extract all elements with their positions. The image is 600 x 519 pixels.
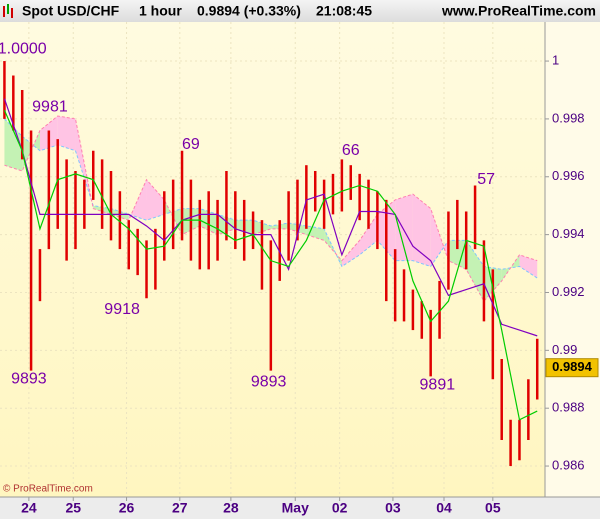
symbol: Spot USD/CHF [22,3,120,19]
header-icon [3,4,13,18]
y-tick-label: 0.99 [552,342,577,357]
cloud-segment [519,254,538,279]
cloud-segment [466,240,484,302]
last-price-box [545,358,599,378]
cloud-segment [341,240,360,267]
x-tick-label: 25 [65,500,81,516]
cloud-segment [128,179,147,221]
annotation: 9918 [104,301,140,318]
header-bar [0,0,600,22]
cloud-segment [164,199,183,235]
cloud-segment [4,118,23,171]
cloud-segment [430,208,449,267]
annotation: 57 [477,171,495,188]
y-tick-label: 0.988 [552,400,585,415]
annotation: 9893 [251,373,287,390]
y-tick-label: 1 [552,52,559,67]
annotation: 9891 [420,376,456,393]
y-tick-label: 0.998 [552,110,585,125]
annotation: 69 [182,136,200,153]
x-tick-label: May [282,500,309,516]
annotation: 9981 [32,99,68,116]
annotation: 9893 [11,370,47,387]
y-tick-label: 0.996 [552,168,585,183]
cloud-span-b [4,115,538,303]
x-tick-label: 02 [332,500,348,516]
x-axis-panel [0,497,600,519]
y-tick-label: 0.994 [552,226,585,241]
cloud-segment [448,240,467,270]
interval: 1 hour [139,3,182,19]
annotation: 1.0000 [0,41,47,58]
indicator-line [3,98,538,337]
indicator-line [3,109,538,421]
x-tick-label: 24 [21,500,37,516]
cloud-segment [57,116,76,151]
y-tick-label: 0.992 [552,284,585,299]
x-tick-label: 28 [223,500,239,516]
cloud-segment [359,214,378,255]
x-tick-label: 26 [119,500,135,516]
axes: 1 0.998 0.996 0.994 0.992 0.99 0.988 0.986 24 25 2… [0,41,599,516]
cloud-segment [146,179,165,221]
site: www.ProRealTime.com [441,3,596,19]
cloud-segment [412,194,431,267]
x-tick-label: 03 [385,500,401,516]
time: 21:08:45 [316,3,372,19]
cloud-segment [395,194,413,261]
x-tick-label: 05 [485,500,501,516]
annotation: 66 [342,142,360,159]
x-tick-label: 27 [172,500,188,516]
x-tick-label: 04 [436,500,452,516]
y-axis-panel [545,22,600,497]
cloud-segment [501,254,520,281]
price: 0.9894 (+0.33%) [197,3,301,19]
y-tick-label: 0.986 [552,457,585,472]
last-price-label: 0.9894 [552,359,593,374]
plot [0,22,545,497]
footer: © ProRealTime.com [3,484,93,495]
